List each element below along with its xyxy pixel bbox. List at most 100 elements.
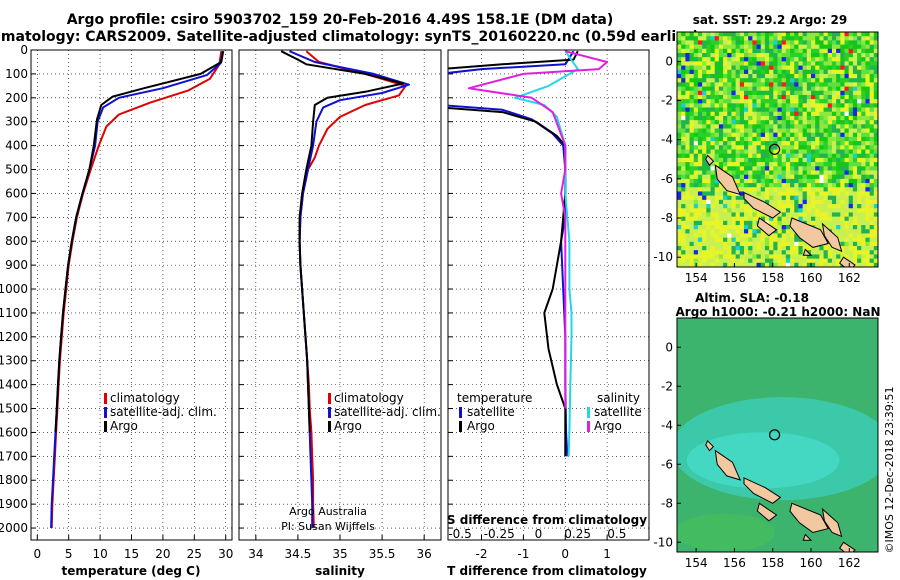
sst-cell — [827, 153, 833, 159]
sst-cell — [869, 199, 875, 205]
sst-cell — [873, 250, 878, 255]
sst-cell — [685, 183, 690, 188]
sst-cell — [865, 183, 871, 188]
sst-cell — [693, 195, 699, 201]
sst-cell — [693, 199, 699, 205]
sst-cell — [756, 78, 762, 83]
sst-cell — [689, 103, 695, 108]
sst-cell — [852, 124, 858, 129]
sst-cell — [752, 94, 757, 100]
sst-cell — [689, 153, 695, 159]
sst-cell — [802, 86, 808, 92]
sst-cell — [790, 120, 795, 125]
sst-cell — [718, 216, 724, 222]
sst-cell — [781, 44, 787, 50]
sst-cell — [777, 153, 783, 159]
sst-cell — [739, 61, 745, 66]
sst-cell — [718, 132, 724, 138]
sst-cell — [681, 220, 686, 226]
sst-cell — [685, 153, 690, 159]
sst-cell — [806, 195, 812, 201]
sst-cell — [718, 212, 724, 218]
sst-cell — [697, 170, 703, 176]
sst-cell — [869, 153, 875, 159]
sst-cell — [702, 241, 707, 247]
sst-cell — [848, 153, 854, 159]
sst-cell — [718, 204, 724, 209]
sst-cell — [744, 145, 749, 150]
sst-cell — [681, 262, 686, 267]
sst-cell — [865, 86, 871, 92]
sst-cell — [806, 40, 812, 45]
sst-cell — [861, 111, 866, 117]
sst-cell — [773, 225, 778, 230]
sst-cell — [731, 141, 737, 146]
sst-cell — [744, 44, 749, 50]
sst-cell — [798, 212, 804, 218]
sst-cell — [760, 254, 766, 260]
sst-cell — [848, 149, 854, 155]
sst-cell — [869, 237, 875, 243]
sst-cell — [852, 183, 858, 188]
sst-cell — [764, 187, 770, 192]
sst-cell — [748, 107, 753, 113]
sst-cell — [819, 157, 824, 163]
sst-cell — [677, 195, 682, 201]
sst-cell — [718, 157, 724, 163]
sst-cell — [861, 124, 866, 129]
sst-cell — [760, 191, 766, 197]
sst-cell — [798, 183, 804, 188]
sst-cell — [764, 115, 770, 121]
sst-cell — [836, 166, 841, 171]
sst-cell — [865, 103, 871, 108]
sst-cell — [739, 107, 745, 113]
sst-cell — [785, 225, 791, 230]
sst-cell — [723, 166, 728, 171]
sst-cell — [873, 82, 878, 87]
sst-cell — [802, 191, 808, 197]
sst-cell — [852, 82, 858, 87]
sst-cell — [811, 124, 816, 129]
sst-cell — [827, 250, 833, 255]
sst-cell — [831, 94, 837, 100]
sst-cell — [811, 258, 816, 264]
sst-cell — [781, 225, 787, 230]
sst-cell — [798, 115, 804, 121]
sst-cell — [752, 145, 757, 150]
sst-cell — [794, 208, 799, 213]
sst-cell — [831, 78, 837, 83]
legend-label: climatology — [334, 391, 404, 405]
sst-cell — [777, 149, 783, 155]
sst-cell — [790, 136, 795, 142]
sst-cell — [764, 69, 770, 75]
sst-cell — [785, 65, 791, 71]
sst-cell — [777, 90, 783, 96]
sst-cell — [769, 69, 774, 75]
sst-cell — [773, 82, 778, 87]
sst-cell — [714, 52, 720, 58]
sst-cell — [865, 191, 871, 197]
sst-cell — [831, 73, 837, 79]
sst-cell — [689, 262, 695, 267]
sst-cell — [702, 90, 707, 96]
sst-cell — [815, 157, 820, 163]
sst-cell — [723, 153, 728, 159]
sst-cell — [794, 170, 799, 176]
sst-cell — [752, 52, 757, 58]
sst-cell — [714, 145, 720, 150]
sst-cell — [869, 86, 875, 92]
sst-cell — [773, 103, 778, 108]
sst-cell — [731, 153, 737, 159]
sst-cell — [785, 52, 791, 58]
sst-cell — [840, 103, 845, 108]
sst-cell — [823, 204, 829, 209]
sst-cell — [848, 48, 854, 54]
sst-cell — [756, 141, 762, 146]
sst-cell — [781, 183, 787, 188]
sst-cell — [735, 44, 741, 50]
longitude-tick-label: 154 — [685, 271, 708, 285]
sst-cell — [777, 195, 783, 201]
sst-cell — [806, 145, 812, 150]
sst-cell — [689, 237, 695, 243]
sst-cell — [844, 86, 850, 92]
